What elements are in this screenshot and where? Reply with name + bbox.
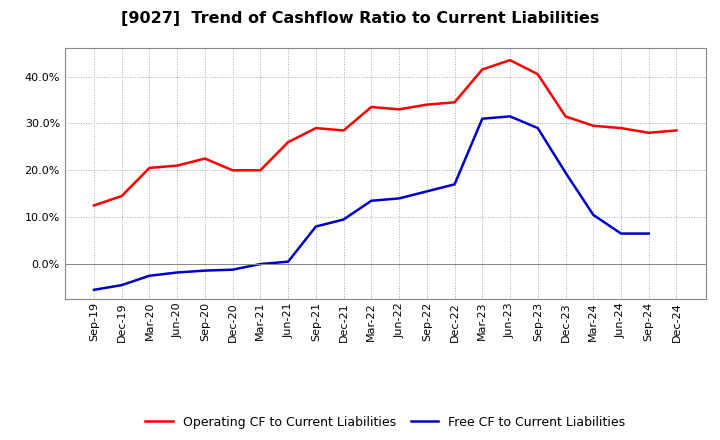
- Free CF to Current Liabilities: [256, 261, 265, 267]
- Legend: Operating CF to Current Liabilities, Free CF to Current Liabilities: Operating CF to Current Liabilities, Fre…: [140, 411, 630, 434]
- Operating CF to Current Liabilities: [339, 128, 348, 133]
- Free CF to Current Liabilities: [145, 273, 154, 279]
- Free CF to Current Liabilities: [505, 114, 514, 119]
- Operating CF to Current Liabilities: [505, 58, 514, 63]
- Free CF to Current Liabilities: [395, 196, 403, 201]
- Operating CF to Current Liabilities: [534, 72, 542, 77]
- Operating CF to Current Liabilities: [367, 104, 376, 110]
- Free CF to Current Liabilities: [367, 198, 376, 203]
- Line: Free CF to Current Liabilities: Free CF to Current Liabilities: [94, 116, 649, 290]
- Operating CF to Current Liabilities: [145, 165, 154, 171]
- Free CF to Current Liabilities: [616, 231, 625, 236]
- Operating CF to Current Liabilities: [173, 163, 181, 168]
- Operating CF to Current Liabilities: [478, 67, 487, 72]
- Free CF to Current Liabilities: [173, 270, 181, 275]
- Operating CF to Current Liabilities: [450, 100, 459, 105]
- Free CF to Current Liabilities: [534, 125, 542, 131]
- Free CF to Current Liabilities: [284, 259, 292, 264]
- Free CF to Current Liabilities: [561, 170, 570, 175]
- Free CF to Current Liabilities: [201, 268, 210, 273]
- Operating CF to Current Liabilities: [256, 168, 265, 173]
- Free CF to Current Liabilities: [589, 212, 598, 217]
- Free CF to Current Liabilities: [117, 282, 126, 288]
- Free CF to Current Liabilities: [339, 217, 348, 222]
- Operating CF to Current Liabilities: [89, 203, 98, 208]
- Operating CF to Current Liabilities: [395, 107, 403, 112]
- Operating CF to Current Liabilities: [284, 139, 292, 145]
- Line: Operating CF to Current Liabilities: Operating CF to Current Liabilities: [94, 60, 677, 205]
- Operating CF to Current Liabilities: [228, 168, 237, 173]
- Text: [9027]  Trend of Cashflow Ratio to Current Liabilities: [9027] Trend of Cashflow Ratio to Curren…: [121, 11, 599, 26]
- Operating CF to Current Liabilities: [117, 194, 126, 199]
- Free CF to Current Liabilities: [644, 231, 653, 236]
- Operating CF to Current Liabilities: [201, 156, 210, 161]
- Operating CF to Current Liabilities: [561, 114, 570, 119]
- Free CF to Current Liabilities: [423, 189, 431, 194]
- Free CF to Current Liabilities: [228, 267, 237, 272]
- Operating CF to Current Liabilities: [616, 125, 625, 131]
- Operating CF to Current Liabilities: [589, 123, 598, 128]
- Free CF to Current Liabilities: [450, 182, 459, 187]
- Free CF to Current Liabilities: [89, 287, 98, 293]
- Operating CF to Current Liabilities: [423, 102, 431, 107]
- Operating CF to Current Liabilities: [312, 125, 320, 131]
- Operating CF to Current Liabilities: [672, 128, 681, 133]
- Operating CF to Current Liabilities: [644, 130, 653, 136]
- Free CF to Current Liabilities: [312, 224, 320, 229]
- Free CF to Current Liabilities: [478, 116, 487, 121]
